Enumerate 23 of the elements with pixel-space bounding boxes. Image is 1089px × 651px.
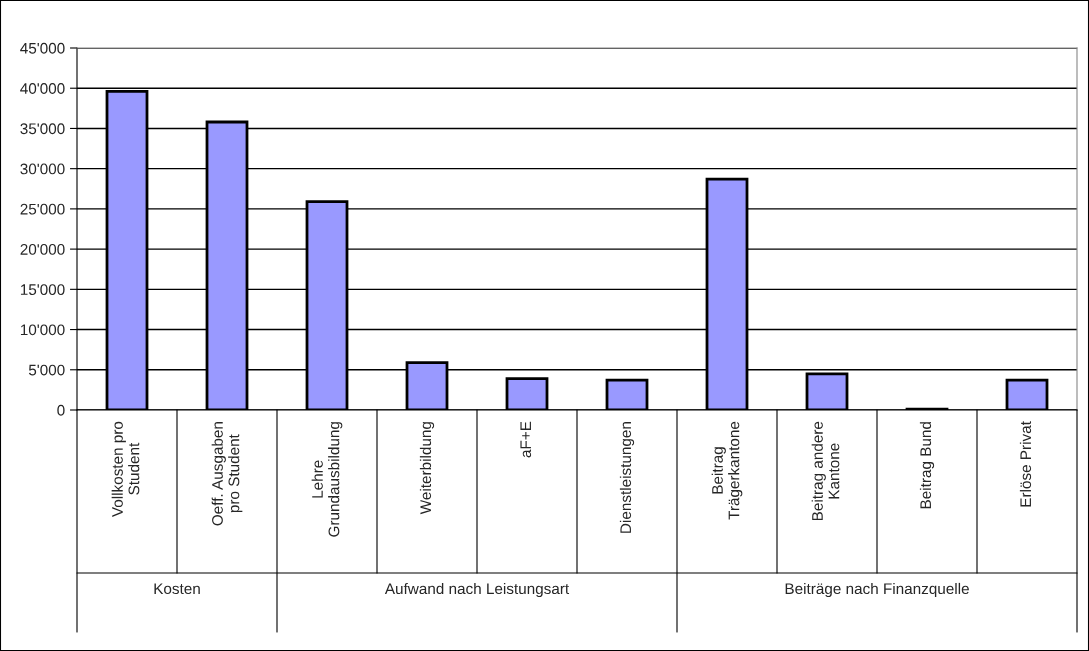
y-tick-label: 10'000 <box>20 324 65 336</box>
x-tick-label: aF+E <box>520 421 532 458</box>
text: Aufwand nach Leistungsart <box>384 582 570 598</box>
x-tick-label: Beitrag Trägerkantone <box>711 421 743 520</box>
y-tick-label: 5'000 <box>28 364 65 376</box>
x-tick-label: Lehre Grundausbildung <box>311 422 343 537</box>
y-tick-label: 45'000 <box>20 42 65 54</box>
text: Kosten <box>154 583 200 595</box>
y-tick-label: 0 <box>57 404 65 416</box>
y-tick-label: 30'000 <box>20 163 65 175</box>
x-tick-label: Beitrag andere Kantone <box>811 421 840 521</box>
x-tick-label: Dienstleistungen <box>619 422 635 533</box>
x-tick-label: Vollkosten pro Student <box>111 421 140 518</box>
y-tick-label: 25'000 <box>20 203 65 215</box>
y-tick-label: 15'000 <box>20 284 65 296</box>
x-tick-label: Oeff. Ausgaben pro Student <box>211 422 243 526</box>
x-tick-label: Erlöse Privat <box>1019 421 1032 507</box>
y-tick-label: 20'000 <box>20 243 65 255</box>
y-tick-label: 40'000 <box>20 83 65 94</box>
x-tick-label: Weiterbildung <box>419 422 435 515</box>
y-tick-label: 35'000 <box>20 123 65 135</box>
x-tick-label: Beitrag Bund <box>919 422 935 509</box>
text: Beiträge nach Finanzquelle <box>785 582 969 598</box>
